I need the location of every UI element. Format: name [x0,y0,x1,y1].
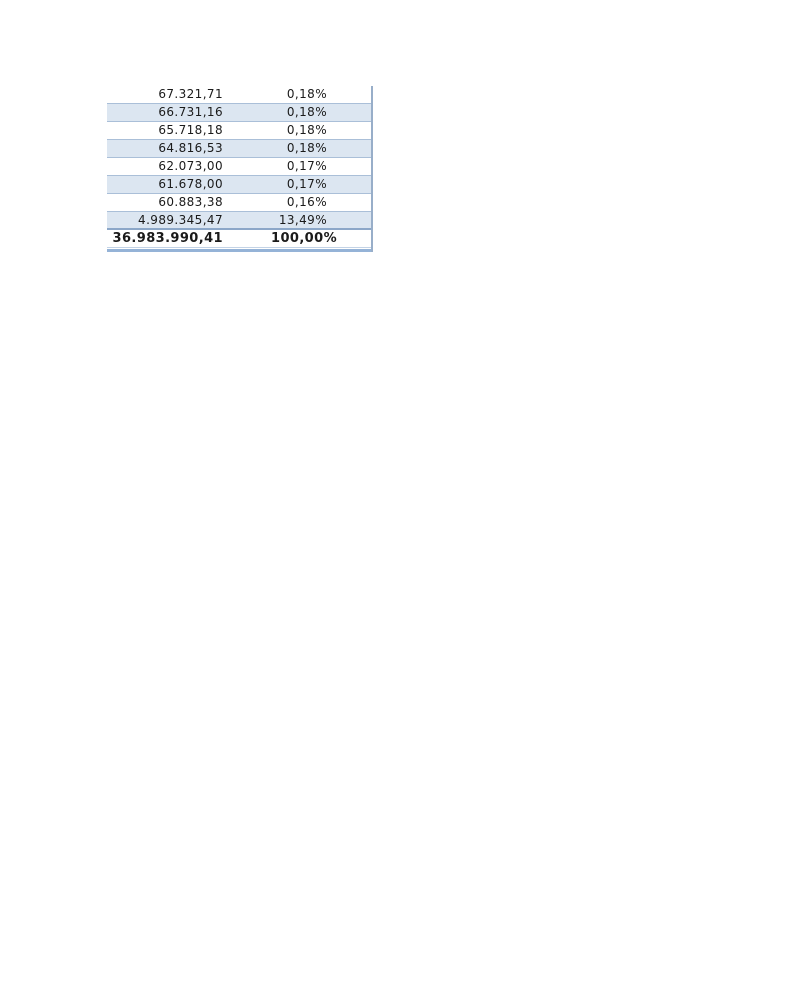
table-row: 61.678,00 0,17% [107,176,371,194]
table-row: 67.321,71 0,18% [107,86,371,104]
amount-cell[interactable]: 66.731,16 [158,105,223,119]
percent-cell[interactable]: 0,18% [286,141,327,155]
percent-cell[interactable]: 13,49% [278,213,327,227]
table-row: 66.731,16 0,18% [107,104,371,122]
data-table: 67.321,71 0,18% 66.731,16 0,18% 65.718,1… [107,86,373,252]
amount-cell[interactable]: 67.321,71 [158,87,223,101]
table-row: 4.989.345,47 13,49% [107,212,371,230]
percent-cell[interactable]: 0,18% [286,123,327,137]
table-row: 65.718,18 0,18% [107,122,371,140]
amount-cell[interactable]: 4.989.345,47 [138,213,223,227]
amount-cell[interactable]: 60.883,38 [158,195,223,209]
table-row: 60.883,38 0,16% [107,194,371,212]
amount-cell[interactable]: 62.073,00 [158,159,223,173]
amount-cell[interactable]: 61.678,00 [158,177,223,191]
total-row: 36.983.990,41 100,00% [107,230,371,248]
table-row: 62.073,00 0,17% [107,158,371,176]
total-amount-cell[interactable]: 36.983.990,41 [112,231,223,246]
amount-cell[interactable]: 64.816,53 [158,141,223,155]
percent-cell[interactable]: 0,18% [286,87,327,101]
amount-cell[interactable]: 65.718,18 [158,123,223,137]
table-row: 64.816,53 0,18% [107,140,371,158]
percent-cell[interactable]: 0,17% [286,177,327,191]
table-bottom-rule [107,249,371,252]
percent-cell[interactable]: 0,18% [286,105,327,119]
percent-cell[interactable]: 0,16% [286,195,327,209]
total-percent-cell[interactable]: 100,00% [271,231,337,246]
percent-cell[interactable]: 0,17% [286,159,327,173]
